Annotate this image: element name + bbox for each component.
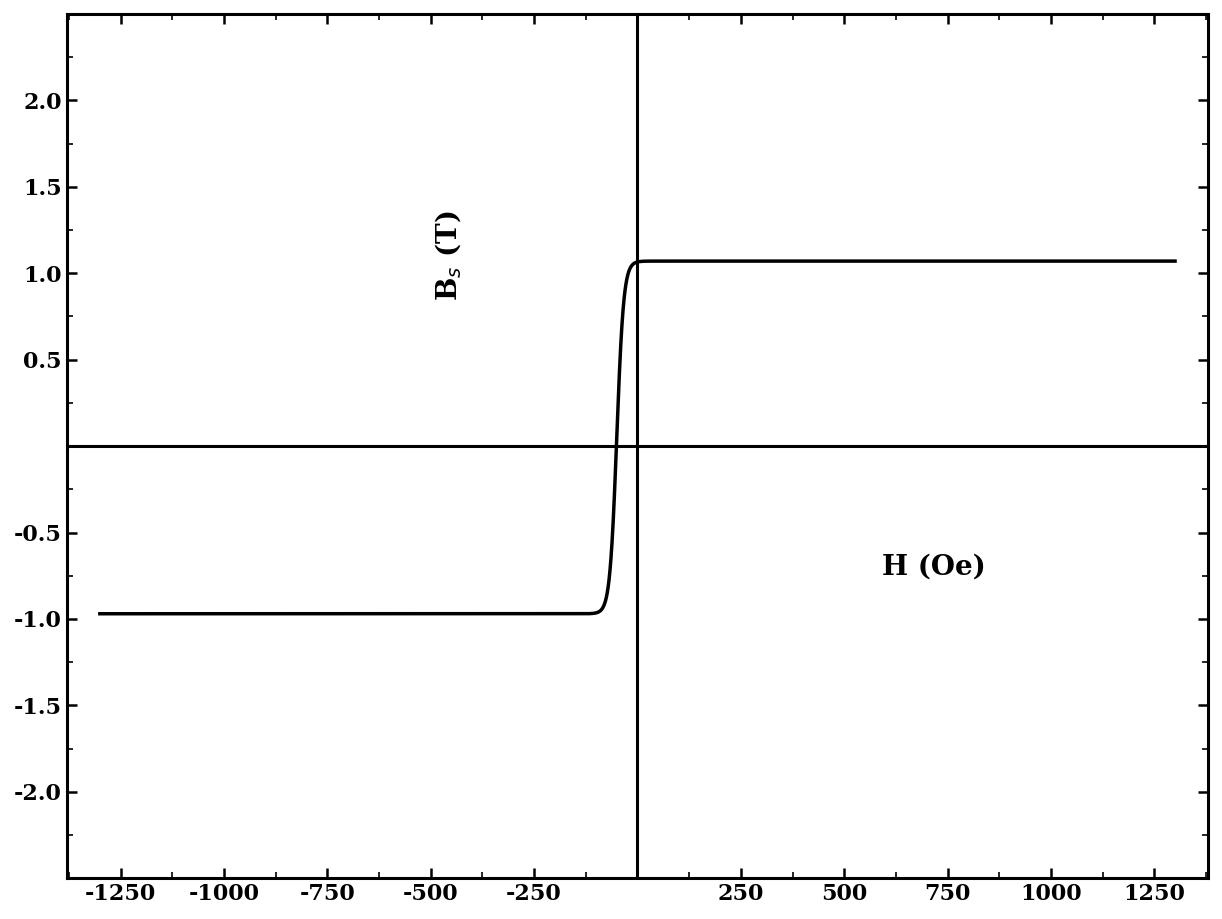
Text: H (Oe): H (Oe)	[882, 553, 986, 581]
Text: B$_s$ (T): B$_s$ (T)	[434, 210, 464, 301]
